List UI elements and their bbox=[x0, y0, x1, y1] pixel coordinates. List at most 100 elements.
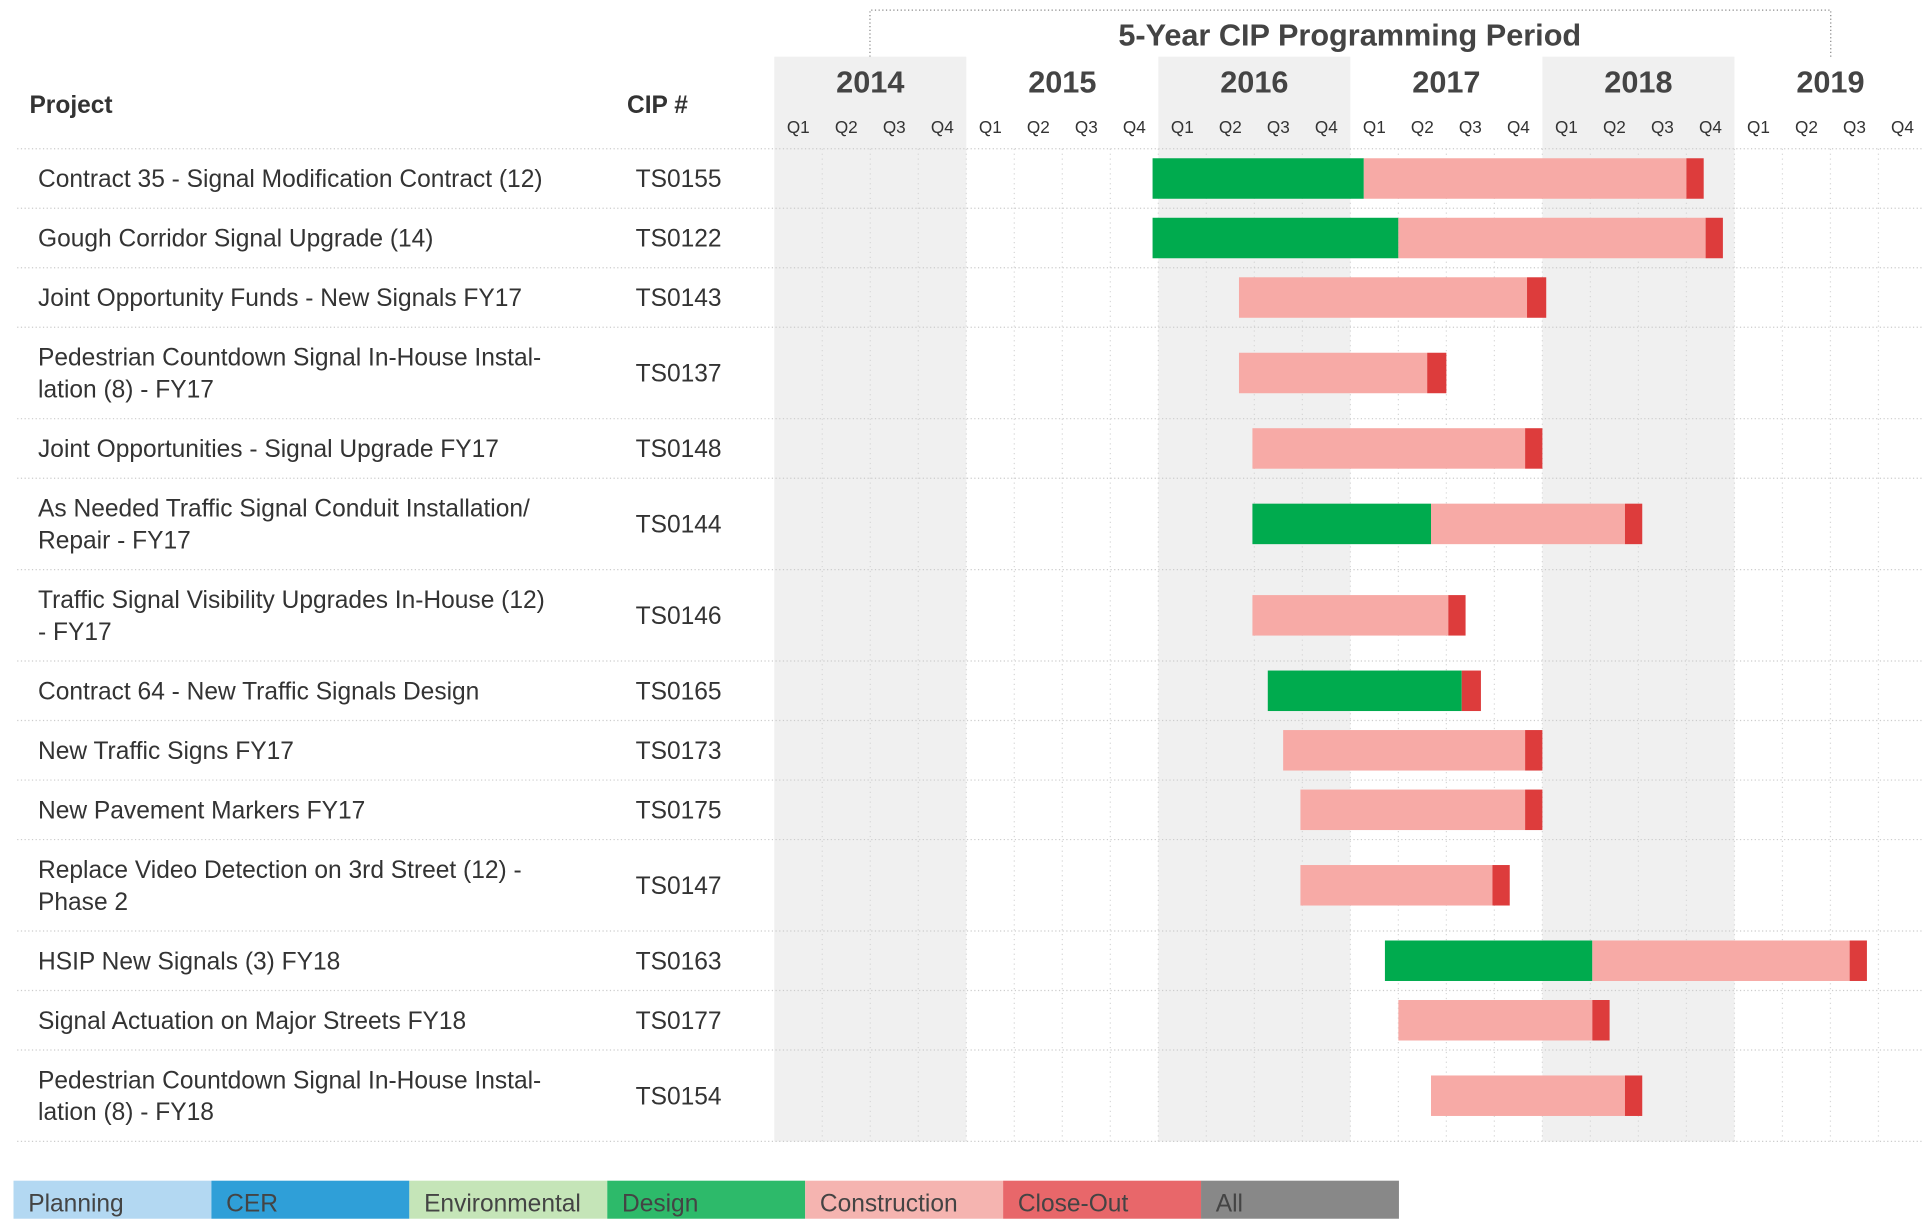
quarter-label: Q2 bbox=[1411, 117, 1434, 137]
year-label: 2017 bbox=[1412, 65, 1480, 99]
quarter-label: Q4 bbox=[1123, 117, 1146, 137]
quarter-label: Q1 bbox=[1171, 117, 1194, 137]
legend-button[interactable] bbox=[805, 1180, 1004, 1219]
legend-button[interactable] bbox=[607, 1180, 806, 1219]
phase-bar bbox=[1238, 277, 1528, 318]
year-label: 2016 bbox=[1220, 65, 1288, 99]
project-name: New Traffic Signs FY17 bbox=[38, 738, 294, 765]
phase-bar bbox=[1431, 503, 1625, 545]
phase-bar bbox=[1705, 217, 1723, 259]
quarter-label: Q3 bbox=[1075, 117, 1098, 137]
phase-bar bbox=[1252, 503, 1432, 545]
phase-bar bbox=[1252, 595, 1449, 636]
year-label: 2019 bbox=[1796, 65, 1864, 99]
project-name: Traffic Signal Visibility Upgrades In-Ho… bbox=[38, 587, 545, 614]
phase-bar bbox=[1592, 940, 1850, 981]
quarter-label: Q3 bbox=[1459, 117, 1482, 137]
legend-label[interactable]: Design bbox=[622, 1190, 698, 1217]
project-name: Repair - FY17 bbox=[38, 527, 191, 554]
cip-number: TS0163 bbox=[636, 948, 722, 975]
legend-button[interactable] bbox=[211, 1180, 410, 1219]
legend-button[interactable] bbox=[409, 1180, 608, 1219]
project-name: Joint Opportunity Funds - New Signals FY… bbox=[38, 285, 522, 312]
project-name: As Needed Traffic Signal Conduit Install… bbox=[38, 496, 530, 523]
phase-bar bbox=[1283, 730, 1526, 771]
project-name: Pedestrian Countdown Signal In-House Ins… bbox=[38, 345, 541, 372]
phase-bar bbox=[1624, 503, 1643, 545]
legend-label[interactable]: All bbox=[1216, 1190, 1243, 1217]
year-label: 2015 bbox=[1028, 65, 1096, 99]
project-name: Contract 35 - Signal Modification Contra… bbox=[38, 166, 542, 193]
phase-bar bbox=[1592, 1000, 1610, 1041]
phase-bar bbox=[1427, 352, 1447, 394]
cip-number: TS0147 bbox=[636, 873, 722, 900]
quarter-label: Q4 bbox=[1891, 117, 1914, 137]
project-name: Contract 64 - New Traffic Signals Design bbox=[38, 678, 479, 705]
quarter-label: Q2 bbox=[1795, 117, 1818, 137]
cip-number: TS0175 bbox=[636, 797, 722, 824]
year-label: 2014 bbox=[836, 65, 904, 99]
quarter-label: Q3 bbox=[1651, 117, 1674, 137]
column-header: Project bbox=[29, 92, 112, 119]
cip-number: TS0177 bbox=[636, 1008, 722, 1035]
cip-number: TS0173 bbox=[636, 738, 722, 765]
cip-number: TS0137 bbox=[636, 361, 722, 388]
quarter-label: Q2 bbox=[1603, 117, 1626, 137]
cip-number: TS0155 bbox=[636, 166, 722, 193]
phase-bar bbox=[1525, 789, 1543, 831]
cip-number: TS0143 bbox=[636, 285, 722, 312]
cip-number: TS0165 bbox=[636, 678, 722, 705]
quarter-label: Q2 bbox=[1219, 117, 1242, 137]
quarter-label: Q3 bbox=[1267, 117, 1290, 137]
legend-label[interactable]: CER bbox=[226, 1190, 278, 1217]
quarter-label: Q1 bbox=[979, 117, 1002, 137]
quarter-label: Q2 bbox=[1027, 117, 1050, 137]
phase-bar bbox=[1431, 1075, 1625, 1116]
title-bg bbox=[1092, 14, 1608, 52]
phase-bar bbox=[1267, 670, 1462, 712]
quarter-label: Q3 bbox=[1843, 117, 1866, 137]
project-name: lation (8) - FY17 bbox=[38, 377, 214, 404]
quarter-label: Q4 bbox=[1507, 117, 1530, 137]
phase-bar bbox=[1300, 789, 1526, 831]
phase-bar bbox=[1300, 865, 1493, 906]
project-name: HSIP New Signals (3) FY18 bbox=[38, 948, 340, 975]
column-header: CIP # bbox=[627, 92, 688, 119]
legend-label[interactable]: Environmental bbox=[424, 1190, 581, 1217]
project-name: Replace Video Detection on 3rd Street (1… bbox=[38, 857, 522, 884]
phase-bar bbox=[1398, 1000, 1593, 1041]
quarter-label: Q4 bbox=[931, 117, 954, 137]
phase-bar bbox=[1492, 865, 1510, 906]
phase-bar bbox=[1461, 670, 1481, 712]
project-name: lation (8) - FY18 bbox=[38, 1099, 214, 1126]
chart-title: 5-Year CIP Programming Period bbox=[1118, 19, 1581, 53]
project-name: - FY17 bbox=[38, 619, 112, 646]
quarter-label: Q1 bbox=[1363, 117, 1386, 137]
quarter-label: Q1 bbox=[1555, 117, 1578, 137]
phase-bar bbox=[1384, 940, 1593, 981]
quarter-label: Q2 bbox=[835, 117, 858, 137]
legend-label[interactable]: Planning bbox=[28, 1190, 123, 1217]
quarter-label: Q1 bbox=[1747, 117, 1770, 137]
legend-label[interactable]: Construction bbox=[820, 1190, 958, 1217]
legend-button[interactable] bbox=[13, 1180, 212, 1219]
legend-button[interactable] bbox=[1003, 1180, 1202, 1219]
year-label: 2018 bbox=[1604, 65, 1672, 99]
phase-bar bbox=[1152, 158, 1364, 199]
legend-button[interactable] bbox=[1201, 1180, 1399, 1219]
phase-bar bbox=[1363, 158, 1687, 199]
project-name: Signal Actuation on Major Streets FY18 bbox=[38, 1008, 466, 1035]
project-name: Pedestrian Countdown Signal In-House Ins… bbox=[38, 1067, 541, 1094]
phase-bar bbox=[1624, 1075, 1643, 1116]
phase-bar bbox=[1525, 428, 1543, 469]
phase-bar bbox=[1238, 352, 1428, 394]
cip-number: TS0146 bbox=[636, 603, 722, 630]
quarter-label: Q3 bbox=[883, 117, 906, 137]
quarter-label: Q4 bbox=[1699, 117, 1722, 137]
legend-label[interactable]: Close-Out bbox=[1018, 1190, 1129, 1217]
phase-bar bbox=[1686, 158, 1704, 199]
phase-bar bbox=[1152, 217, 1399, 259]
quarter-label: Q4 bbox=[1315, 117, 1338, 137]
